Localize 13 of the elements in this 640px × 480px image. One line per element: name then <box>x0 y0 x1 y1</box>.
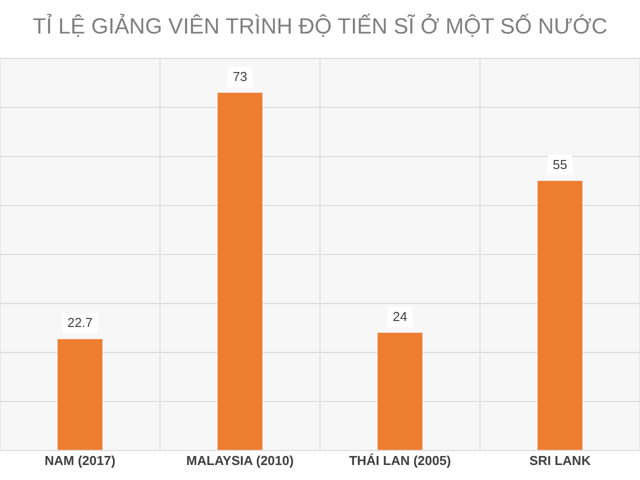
data-label: 55 <box>552 156 568 172</box>
chart-title: TỈ LỆ GIẢNG VIÊN TRÌNH ĐỘ TIẾN SĨ Ở MỘT SỐ NƯỚC <box>32 13 608 38</box>
data-label: 24 <box>392 308 408 324</box>
bar <box>218 92 262 450</box>
data-label: 22.7 <box>67 315 93 330</box>
bar <box>378 332 422 450</box>
data-label: 73 <box>232 68 248 84</box>
x-tick-label: THÁI LAN (2005) <box>349 452 451 468</box>
bar <box>538 180 582 450</box>
bar <box>58 339 102 450</box>
x-tick-label: NAM (2017) <box>44 452 116 468</box>
x-tick-label: MALAYSIA (2010) <box>186 452 294 468</box>
x-tick-label: SRI LANK <box>529 452 592 468</box>
